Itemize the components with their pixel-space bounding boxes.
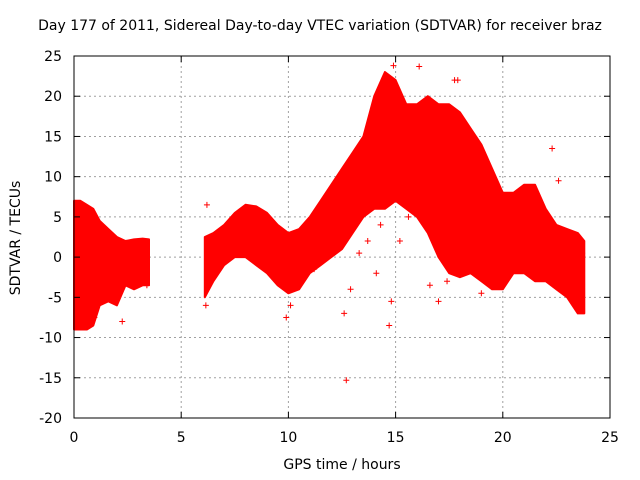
y-tick-label: 5 [53, 210, 62, 226]
sdtvar-point [444, 278, 451, 285]
sdtvar-point [74, 306, 81, 313]
y-tick-label: 15 [44, 129, 62, 145]
sdtvar-point [202, 302, 209, 309]
sdtvar-point [347, 286, 354, 293]
sdtvar-point [555, 177, 562, 184]
y-tick-label: 10 [44, 170, 62, 186]
sdtvar-point [356, 250, 363, 257]
chart-title: Day 177 of 2011, Sidereal Day-to-day VTE… [38, 18, 602, 34]
sdtvar-band-segment-1 [73, 199, 150, 331]
y-tick-label: 20 [44, 89, 62, 105]
sdtvar-band-segment-2 [203, 71, 586, 315]
sdtvar-point [364, 238, 371, 245]
sdtvar-point [82, 286, 89, 293]
sdtvar-point [390, 62, 397, 69]
sdtvar-point [491, 242, 498, 249]
x-axis-label: GPS time / hours [283, 457, 401, 473]
sdtvar-point [508, 197, 515, 204]
sdtvar-point [203, 201, 210, 208]
sdtvar-point [478, 290, 485, 297]
sdtvar-point [79, 322, 86, 329]
sdtvar-point [396, 238, 403, 245]
y-tick-label: -5 [48, 290, 62, 306]
plot-frame [73, 55, 611, 419]
sdtvar-point [405, 213, 412, 220]
sdtvar-point [91, 314, 98, 321]
axis-layer: 0 5 10 15 20 25 -20 -15 -10 -5 0 5 10 15 20 25 [39, 49, 619, 446]
y-tick-label: -15 [39, 371, 62, 387]
data-layer [73, 62, 586, 384]
y-tick-label: 25 [44, 49, 62, 65]
sdtvar-point [143, 282, 150, 289]
sdtvar-point [311, 266, 318, 273]
y-tick-label: -10 [39, 331, 62, 347]
sdtvar-point [579, 250, 586, 257]
sdtvar-point [426, 282, 433, 289]
sdtvar-point [287, 302, 294, 309]
sdtvar-point [386, 322, 393, 329]
sdtvar-point [388, 298, 395, 305]
sdtvar-point [435, 298, 442, 305]
x-tick-label: 0 [70, 430, 79, 446]
sdtvar-point [341, 310, 348, 317]
sdtvar-point [377, 221, 384, 228]
x-tick-label: 25 [601, 430, 619, 446]
x-tick-label: 5 [177, 430, 186, 446]
sdtvar-point [94, 274, 101, 281]
sdtvar-point [454, 77, 461, 84]
y-tick-label: -20 [39, 411, 62, 427]
y-tick-label: 0 [53, 250, 62, 266]
sdtvar-point [116, 290, 123, 297]
sdtvar-point [343, 377, 350, 384]
sdtvar-point [570, 290, 577, 297]
sdtvar-point [531, 221, 538, 228]
sdtvar-point [373, 270, 380, 277]
sdtvar-point [87, 298, 94, 305]
sdtvar-point [416, 63, 423, 70]
x-tick-label: 10 [279, 430, 297, 446]
x-tick-label: 15 [387, 430, 405, 446]
x-tick-label: 20 [494, 430, 512, 446]
sdtvar-point [283, 314, 290, 321]
sdtvar-point [467, 266, 474, 273]
sdtvar-point [119, 318, 126, 325]
sdtvar-point [549, 145, 556, 152]
